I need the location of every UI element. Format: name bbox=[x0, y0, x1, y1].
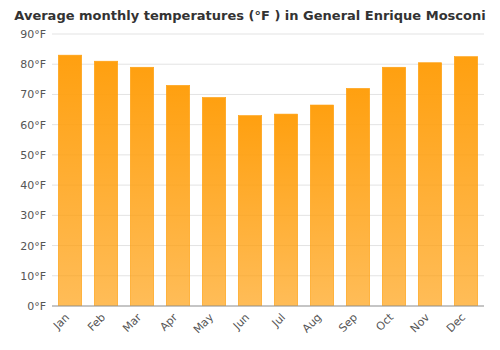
bar bbox=[94, 61, 117, 306]
grid-line bbox=[52, 34, 484, 35]
bar bbox=[166, 85, 189, 306]
y-tick-label: 0°F bbox=[27, 300, 46, 313]
y-tick-label: 40°F bbox=[20, 179, 46, 192]
y-tick-label: 50°F bbox=[20, 149, 46, 162]
x-tick-label: Jan bbox=[50, 311, 72, 333]
x-tick-label: Mar bbox=[120, 311, 144, 335]
x-tick-label: Aug bbox=[300, 311, 324, 335]
x-axis: Jan Feb Mar Apr May Jun Jul Aug Sep Oct Nov Dec bbox=[50, 310, 468, 336]
bars bbox=[58, 55, 477, 306]
y-tick-label: 60°F bbox=[20, 119, 46, 132]
chart-container: Average monthly temperatures (°F ) in Ge… bbox=[0, 0, 500, 350]
x-tick-label: Apr bbox=[157, 311, 180, 334]
bar bbox=[310, 105, 333, 306]
x-axis-line bbox=[52, 306, 484, 307]
bar bbox=[418, 63, 441, 306]
x-tick-label: Nov bbox=[408, 311, 433, 336]
y-axis: 0°F 10°F 20°F 30°F 40°F 50°F 60°F 70°F 80°F 90°F bbox=[20, 28, 484, 313]
y-tick-label: 70°F bbox=[20, 88, 46, 101]
x-tick-label: Oct bbox=[373, 310, 396, 333]
bar bbox=[238, 116, 261, 306]
x-tick-label: Jul bbox=[269, 311, 288, 330]
bar bbox=[382, 67, 405, 306]
bar bbox=[130, 67, 153, 306]
y-tick-label: 10°F bbox=[20, 270, 46, 283]
x-tick-label: Dec bbox=[444, 311, 468, 335]
bar bbox=[274, 114, 297, 306]
bar bbox=[346, 88, 369, 306]
x-tick-label: Sep bbox=[336, 311, 360, 335]
y-tick-label: 30°F bbox=[20, 209, 46, 222]
bar bbox=[58, 55, 81, 306]
y-tick-label: 20°F bbox=[20, 240, 46, 253]
x-tick-label: May bbox=[191, 311, 217, 337]
x-tick-label: Feb bbox=[85, 311, 108, 334]
chart-svg: Average monthly temperatures (°F ) in Ge… bbox=[0, 0, 500, 350]
bar bbox=[454, 57, 477, 306]
y-tick-label: 90°F bbox=[20, 28, 46, 41]
x-tick-label: Jun bbox=[230, 311, 252, 333]
bar bbox=[202, 97, 225, 306]
y-tick-label: 80°F bbox=[20, 58, 46, 71]
chart-title: Average monthly temperatures (°F ) in Ge… bbox=[14, 8, 485, 23]
grid-line bbox=[52, 306, 484, 307]
